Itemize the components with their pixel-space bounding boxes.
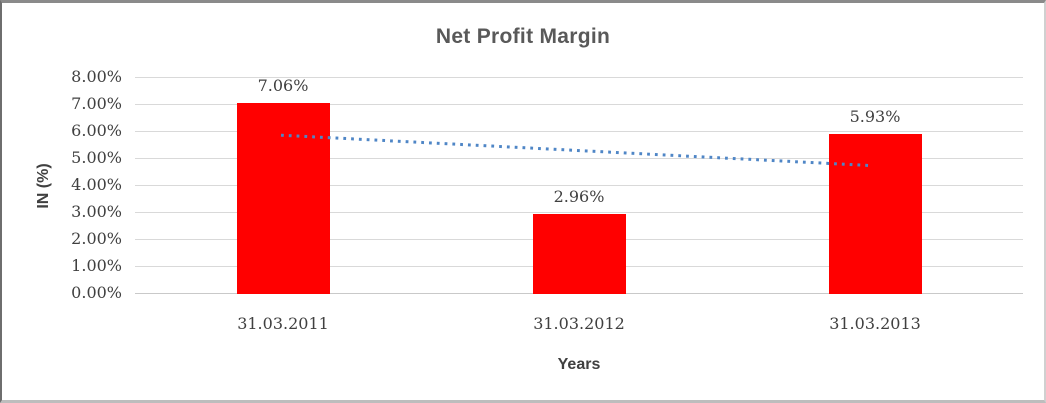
y-tick-label: 4.00% (71, 175, 122, 194)
y-tick-label: 0.00% (71, 283, 122, 302)
y-tick-label: 5.00% (71, 148, 122, 167)
bar-data-label: 5.93% (849, 106, 901, 126)
chart-title: Net Profit Margin (435, 25, 611, 48)
x-category-label: 31.03.2013 (829, 314, 921, 333)
y-tick-label: 8.00% (71, 67, 122, 86)
x-category-label: 31.03.2011 (237, 314, 329, 333)
y-tick-label: 1.00% (71, 256, 122, 275)
y-tick-label: 3.00% (71, 202, 122, 221)
y-tick-label: 7.00% (71, 94, 122, 113)
bar-data-label: 2.96% (553, 187, 605, 207)
x-axis-title: Years (557, 356, 601, 373)
x-category-label: 31.03.2012 (533, 314, 625, 333)
bar (828, 133, 922, 294)
bar (236, 103, 330, 294)
y-tick-label: 2.00% (71, 229, 122, 248)
y-tick-label: 6.00% (71, 121, 122, 140)
bar (532, 214, 626, 294)
bar-data-label: 7.06% (257, 76, 309, 96)
